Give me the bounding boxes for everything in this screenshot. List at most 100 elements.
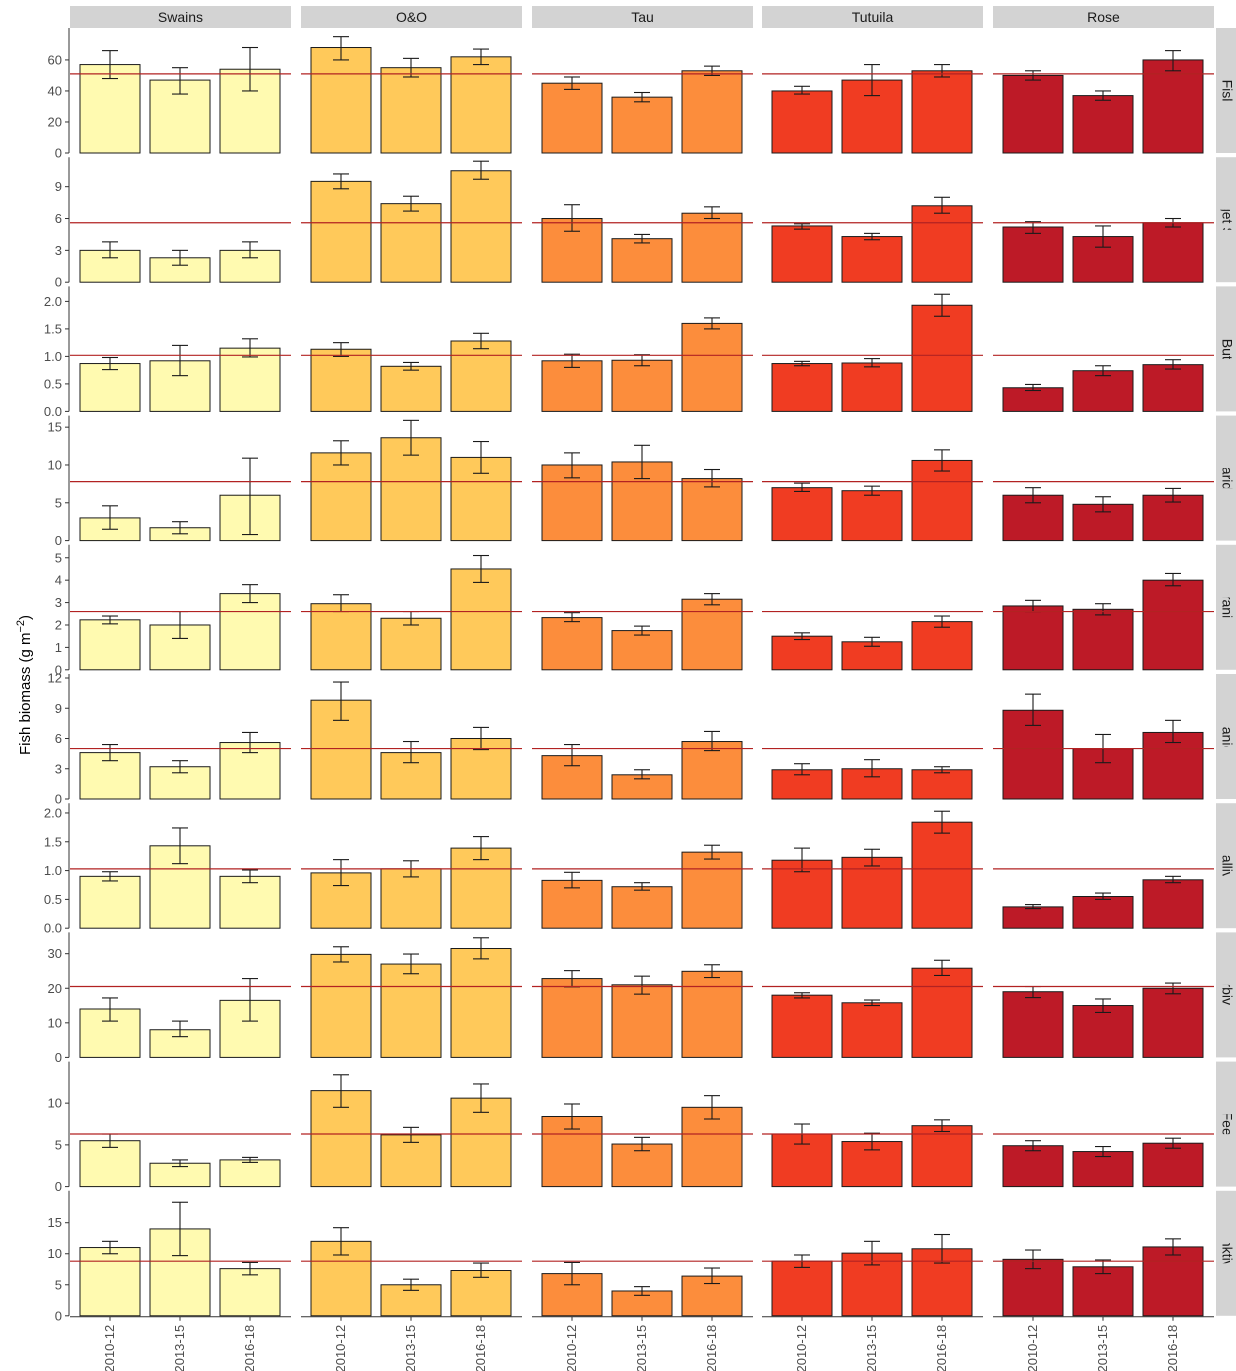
- bar: [911, 621, 973, 671]
- y-tick-label: 1.5: [44, 834, 62, 849]
- bar: [1072, 370, 1134, 412]
- bar: [219, 875, 281, 929]
- region-strip-0: [70, 6, 291, 28]
- x-tick-label: 2016-18: [473, 1325, 488, 1371]
- panel: [301, 36, 522, 154]
- metric-strip-0: [1216, 28, 1236, 153]
- y-tick-label: 5: [55, 550, 62, 565]
- bar: [1002, 991, 1064, 1058]
- y-tick-label: 20: [48, 981, 62, 996]
- bar: [1142, 364, 1204, 412]
- y-tick-label: 0: [55, 533, 62, 548]
- region-strip-2: [532, 6, 753, 28]
- panel: [532, 444, 753, 542]
- bar: [310, 348, 372, 412]
- y-tick-label: 1: [55, 640, 62, 655]
- panel: [70, 731, 291, 800]
- y-tick-label: 9: [55, 701, 62, 716]
- panel: [762, 810, 983, 929]
- panel: [301, 681, 522, 800]
- bar: [771, 487, 833, 542]
- region-label: Tutuila: [852, 9, 894, 25]
- panel: [532, 65, 753, 154]
- y-tick-label: 1.5: [44, 321, 62, 336]
- bar: [911, 967, 973, 1058]
- bar: [310, 953, 372, 1058]
- panel: [70, 1133, 291, 1188]
- bar: [79, 619, 141, 671]
- bar: [1142, 1142, 1204, 1188]
- x-tick-label: 2010-12: [1025, 1325, 1040, 1371]
- bar: [1142, 1246, 1204, 1317]
- panel: [301, 332, 522, 412]
- bar: [450, 1270, 512, 1317]
- y-tick-label: 15: [48, 420, 62, 435]
- panel: [993, 217, 1214, 283]
- bar: [681, 970, 743, 1058]
- panel: [70, 827, 291, 929]
- panel: [70, 338, 291, 412]
- panel: [993, 572, 1214, 671]
- bar: [1142, 222, 1204, 283]
- bar: [79, 363, 141, 412]
- panel: [762, 196, 983, 283]
- bar: [681, 851, 743, 929]
- panel: [532, 964, 753, 1058]
- bar: [681, 212, 743, 283]
- y-tick-label: 2.0: [44, 294, 62, 309]
- x-tick-label: 2016-18: [704, 1325, 719, 1371]
- bar: [611, 630, 673, 671]
- bar: [79, 1008, 141, 1058]
- region-label: Rose: [1087, 9, 1120, 25]
- bar: [219, 347, 281, 412]
- bar: [681, 478, 743, 542]
- bar: [380, 365, 442, 412]
- region-label: O&O: [396, 9, 427, 25]
- bar: [911, 769, 973, 800]
- panel: [993, 1133, 1214, 1188]
- bar: [380, 963, 442, 1058]
- x-tick-label: 2013-15: [864, 1325, 879, 1371]
- bar: [1002, 605, 1064, 671]
- metric-strip-7: [1216, 932, 1236, 1058]
- region-label: Tau: [631, 9, 654, 25]
- bar: [541, 617, 603, 671]
- bar: [841, 490, 903, 542]
- bar: [841, 362, 903, 412]
- panel: [993, 481, 1214, 542]
- metric-label: Non-PK Butterflyfish: [1219, 286, 1235, 412]
- bar: [1142, 731, 1204, 800]
- metric-label: Scaridae: [1219, 450, 1235, 505]
- bar: [310, 180, 372, 283]
- bar: [219, 593, 281, 671]
- bar: [771, 635, 833, 671]
- y-tick-label: 0: [55, 662, 62, 677]
- y-tick-label: 12: [48, 671, 62, 686]
- y-tick-label: 2: [55, 617, 62, 632]
- panel: [993, 1238, 1214, 1317]
- panel: [70, 46, 291, 154]
- bar: [911, 821, 973, 929]
- y-tick-label: 15: [48, 1215, 62, 1230]
- y-tick-label: 9: [55, 179, 62, 194]
- bar: [450, 170, 512, 283]
- y-axis-label-superscript: −2: [15, 620, 27, 633]
- bar: [1142, 987, 1204, 1058]
- bar: [911, 459, 973, 542]
- bar: [541, 218, 603, 283]
- y-tick-label: 4: [55, 573, 62, 588]
- y-tick-label: 0: [55, 1308, 62, 1323]
- bar: [1072, 896, 1134, 929]
- panel: [762, 1119, 983, 1188]
- x-tick-label: 2010-12: [794, 1325, 809, 1371]
- panel: [762, 1233, 983, 1317]
- bar: [681, 598, 743, 671]
- y-tick-label: 1.0: [44, 349, 62, 364]
- panel: [70, 222, 291, 283]
- x-tick-label: 2013-15: [403, 1325, 418, 1371]
- bar: [1072, 608, 1134, 671]
- bar: [450, 1097, 512, 1188]
- y-tick-label: 0: [55, 1050, 62, 1065]
- bar: [1142, 579, 1204, 671]
- bar: [79, 1140, 141, 1188]
